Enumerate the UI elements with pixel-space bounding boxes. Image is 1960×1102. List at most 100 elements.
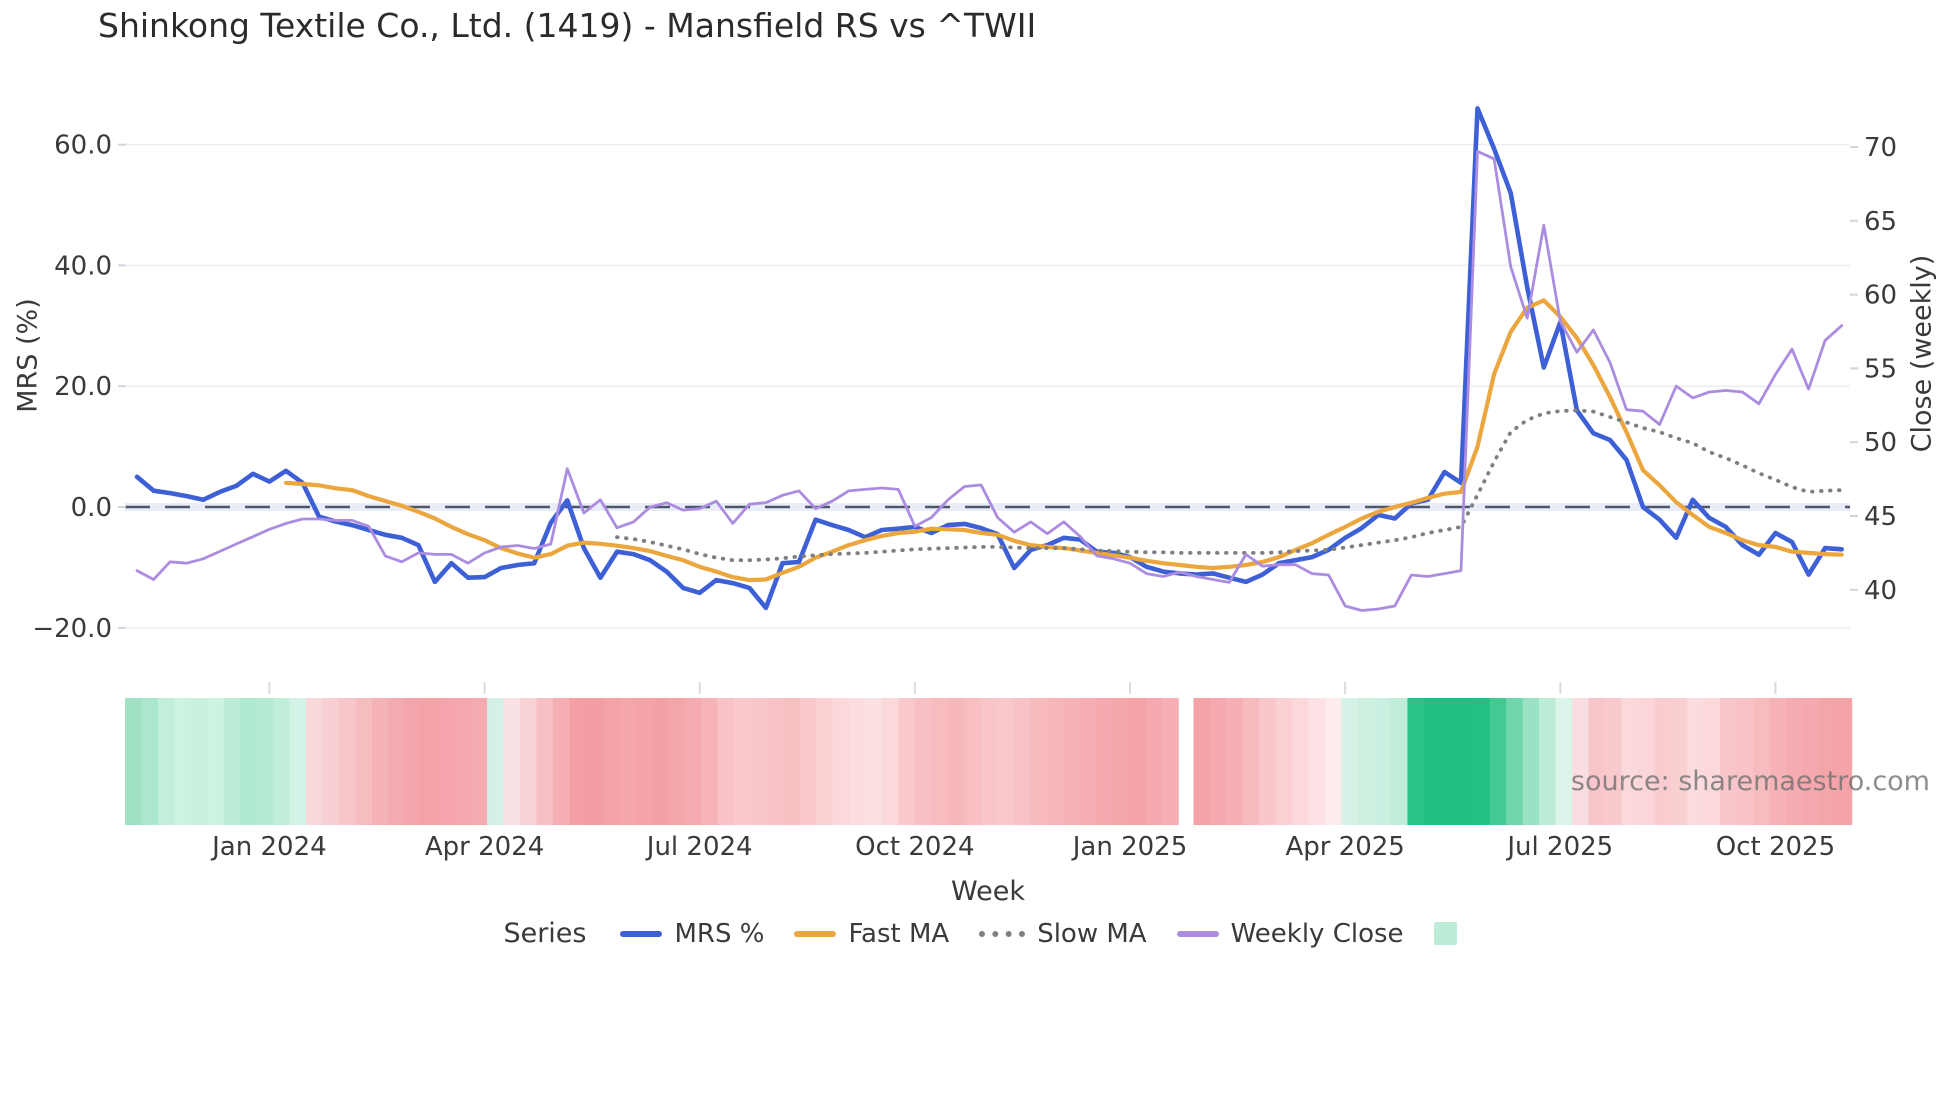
heatmap-cell xyxy=(1193,698,1211,825)
heatmap-cell xyxy=(717,698,735,825)
legend-item-mrs-: MRS % xyxy=(620,919,764,949)
heatmap-cell xyxy=(915,698,932,825)
heatmap-cell xyxy=(1588,698,1606,825)
heatmap-cell xyxy=(1572,698,1589,825)
heatmap-cell xyxy=(1325,698,1342,825)
heatmap-cell xyxy=(207,698,225,825)
heatmap-cell xyxy=(783,698,801,825)
y-axis-right-tick-label: 60 xyxy=(1864,281,1897,311)
heatmap-cell xyxy=(1358,698,1375,825)
heatmap-cell xyxy=(799,698,817,825)
heatmap-cell xyxy=(223,698,241,825)
heatmap-cell xyxy=(1802,698,1820,825)
y-axis-left-tick-label: −20.0 xyxy=(32,614,112,644)
y-axis-right-tick-label: 45 xyxy=(1864,502,1897,532)
heatmap-cell xyxy=(734,698,751,825)
heatmap-cell xyxy=(454,698,472,825)
y-axis-right-tick-label: 70 xyxy=(1864,133,1897,163)
x-axis-title: Week xyxy=(951,876,1025,907)
heatmap-cell xyxy=(1786,698,1803,825)
heatmap-cell xyxy=(1506,698,1523,825)
heatmap-cell xyxy=(1226,698,1244,825)
x-axis-tick-label: Jan 2025 xyxy=(1071,832,1188,862)
heatmap-cell xyxy=(1835,698,1853,825)
y-axis-left-tick-label: 60.0 xyxy=(54,131,112,161)
weekly-close-line xyxy=(135,150,1844,612)
heatmap-cell xyxy=(487,698,504,825)
heatmap-cell xyxy=(1637,698,1655,825)
heatmap-cell xyxy=(948,698,965,825)
heatmap-cell xyxy=(1670,698,1688,825)
x-axis-tick-label: Jan 2024 xyxy=(210,832,327,862)
legend-item-heatmap xyxy=(1433,922,1457,945)
heatmap-cell xyxy=(964,698,982,825)
heatmap-cell xyxy=(1209,698,1227,825)
heatmap-cell xyxy=(437,698,455,825)
x-axis-tick-label: Oct 2024 xyxy=(855,832,974,862)
heatmap-cell xyxy=(1096,698,1113,825)
heatmap-cell xyxy=(882,698,899,825)
heatmap-cell xyxy=(1129,698,1146,825)
heatmap-cell xyxy=(931,698,949,825)
heatmap-cell xyxy=(141,698,159,825)
heatmap-cell xyxy=(1242,698,1260,825)
x-axis-tick-label: Jul 2025 xyxy=(1505,832,1613,862)
heatmap-cell xyxy=(552,698,570,825)
heatmap-cell xyxy=(125,698,142,825)
heatmap-cell xyxy=(503,698,521,825)
heatmap-cell xyxy=(816,698,834,825)
heatmap-cell xyxy=(306,698,323,825)
heatmap-cell xyxy=(1308,698,1326,825)
mrs--swatch-icon xyxy=(620,930,663,937)
heatmap-cell xyxy=(1555,698,1573,825)
heatmap-cell xyxy=(470,698,488,825)
heatmap-cell xyxy=(174,698,192,825)
heatmap-cell xyxy=(157,698,175,825)
y-axis-right-title: Close (weekly) xyxy=(1906,254,1938,453)
y-axis-right-tick-label: 65 xyxy=(1864,207,1897,237)
heatmap-cell xyxy=(1341,698,1359,825)
heatmap-cell xyxy=(1456,698,1474,825)
heatmap-cell xyxy=(256,698,274,825)
heatmap-cell xyxy=(1374,698,1392,825)
heatmap-cell xyxy=(569,698,587,825)
x-axis-tick-label: Oct 2025 xyxy=(1716,832,1835,862)
x-axis-tick-label: Apr 2025 xyxy=(1285,832,1404,862)
x-axis-tick-label: Jul 2024 xyxy=(645,832,753,862)
heatmap-cell xyxy=(865,698,883,825)
weekly-close-swatch-icon xyxy=(1176,930,1219,937)
heatmap-cell xyxy=(273,698,290,825)
heatmap-cell xyxy=(1703,698,1721,825)
heatmap-cell xyxy=(1489,698,1507,825)
heatmap-cell xyxy=(1654,698,1672,825)
heatmap-cell xyxy=(1145,698,1163,825)
heatmap-cell xyxy=(585,698,603,825)
heatmap-cell xyxy=(289,698,307,825)
heatmap-cell xyxy=(980,698,998,825)
heatmap-cell xyxy=(1687,698,1705,825)
heatmap-cell xyxy=(1013,698,1031,825)
slow-ma-line xyxy=(615,408,1844,563)
heatmap-cell xyxy=(1473,698,1491,825)
y-axis-right-tick-label: 40 xyxy=(1864,576,1897,606)
y-axis-left-tick-label: 40.0 xyxy=(54,251,112,281)
legend-item-slow-ma: Slow MA xyxy=(979,918,1147,949)
heatmap-cell xyxy=(1259,698,1277,825)
heatmap-cell xyxy=(849,698,867,825)
heatmap-cell xyxy=(832,698,850,825)
heatmap-cell xyxy=(1522,698,1540,825)
heatmap-cell xyxy=(750,698,768,825)
y-axis-left-title: MRS (%) xyxy=(12,298,44,413)
heatmap-swatch-icon xyxy=(1433,922,1457,945)
heatmap-cell xyxy=(338,698,356,825)
fast-ma-swatch-icon xyxy=(794,930,837,937)
legend-item-label: Slow MA xyxy=(1037,918,1147,949)
heatmap-cell xyxy=(371,698,389,825)
heatmap-cell xyxy=(997,698,1015,825)
legend: Series MRS % Fast MA Slow MA Weekly Close xyxy=(0,918,1960,949)
heatmap-cell xyxy=(1818,698,1836,825)
heatmap-cell xyxy=(355,698,373,825)
heatmap-cell xyxy=(1720,698,1737,825)
mrs--line xyxy=(134,106,1844,611)
